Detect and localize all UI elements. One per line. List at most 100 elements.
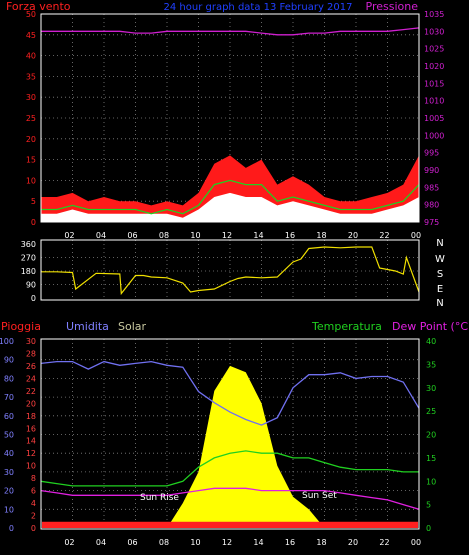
pressure-axis-label: Pressione (366, 0, 419, 13)
series-temperatura (40, 450, 419, 487)
weather-x-tick-label: 10 (190, 538, 200, 547)
humidity-tick-label: 60 (4, 412, 14, 421)
compass-label: N (436, 298, 443, 309)
wind-tick-label: 0 (31, 218, 36, 227)
rain-tick-label: 12 (26, 449, 36, 458)
temperature-tick-label: 15 (426, 454, 436, 463)
temperature-tick-label: 0 (426, 524, 431, 533)
humidity-tick-label: 0 (9, 524, 14, 533)
humidity-tick-label: 10 (4, 505, 14, 514)
wind-x-tick-label: 14 (253, 231, 263, 240)
pressure-tick-label: 995 (424, 149, 439, 158)
temperature-tick-label: 30 (426, 384, 436, 393)
temperature-tick-label: 40 (426, 337, 436, 346)
compass-label: N (436, 238, 443, 249)
wind-tick-label: 5 (31, 197, 36, 206)
series-solar (41, 365, 419, 528)
wind-tick-label: 40 (26, 52, 36, 61)
rain-tick-label: 2 (31, 512, 36, 521)
direction-tick-label: 270 (21, 254, 36, 263)
weather-x-tick-label: 02 (64, 538, 74, 547)
series-average (41, 192, 419, 222)
pressure-tick-label: 1010 (424, 97, 444, 106)
wind-x-tick-label: 08 (159, 231, 169, 240)
sun-set-annotation: Sun Set (302, 491, 337, 501)
direction-panel-frame (40, 239, 420, 301)
legend-umidita: Umidita (66, 320, 109, 333)
wind-x-tick-label: 00 (411, 231, 421, 240)
pressure-tick-label: 1025 (424, 45, 444, 54)
compass-label: S (437, 269, 443, 280)
wind-x-tick-label: 16 (285, 231, 295, 240)
weather-panel-frame (40, 338, 420, 530)
humidity-tick-label: 90 (4, 356, 14, 365)
direction-tick-label: 360 (21, 240, 36, 249)
wind-x-tick-label: 22 (379, 231, 389, 240)
pressure-tick-label: 980 (424, 201, 439, 210)
series-umidita (40, 360, 420, 426)
rain-tick-label: 20 (26, 399, 36, 408)
wind-x-tick-label: 20 (348, 231, 358, 240)
series-pressure (41, 27, 420, 36)
direction-tick-label: 0 (31, 294, 36, 303)
wind-tick-label: 35 (26, 72, 36, 81)
pressure-tick-label: 1020 (424, 62, 444, 71)
pressure-tick-label: 1035 (424, 10, 444, 19)
humidity-tick-label: 40 (4, 449, 14, 458)
temperature-tick-label: 10 (426, 477, 436, 486)
direction-tick-label: 180 (21, 267, 36, 276)
direction-tick-label: 90 (26, 281, 36, 290)
wind-panel-grid (41, 14, 419, 222)
rain-tick-label: 28 (26, 349, 36, 358)
weather-x-tick-label: 12 (222, 538, 232, 547)
series-mean (41, 179, 420, 215)
rain-tick-label: 22 (26, 387, 36, 396)
compass-label: E (437, 284, 443, 295)
humidity-tick-label: 50 (4, 431, 14, 440)
humidity-tick-label: 70 (4, 393, 14, 402)
temperature-tick-label: 25 (426, 407, 436, 416)
compass-label: W (435, 254, 445, 265)
wind-x-tick-label: 04 (96, 231, 106, 240)
rain-tick-label: 24 (26, 374, 36, 383)
weather-x-tick-label: 16 (285, 538, 295, 547)
wind-panel-frame (40, 13, 420, 223)
rain-tick-label: 30 (26, 337, 36, 346)
pressure-tick-label: 990 (424, 166, 439, 175)
rain-tick-label: 6 (31, 487, 36, 496)
humidity-tick-label: 20 (4, 487, 14, 496)
series-dew-point (40, 487, 420, 510)
wind-x-tick-label: 02 (64, 231, 74, 240)
wind-x-tick-label: 06 (127, 231, 137, 240)
weather-x-tick-label: 08 (159, 538, 169, 547)
weather-panel-series (40, 360, 420, 528)
legend-solar: Solar (118, 320, 147, 333)
series-pioggia (42, 521, 418, 528)
pressure-tick-label: 1015 (424, 79, 444, 88)
sun-rise-annotation: Sun Rise (140, 493, 179, 503)
weather-x-tick-label: 22 (379, 538, 389, 547)
wind-x-tick-label: 18 (316, 231, 326, 240)
wind-tick-label: 15 (26, 156, 36, 165)
weather-x-tick-label: 14 (253, 538, 263, 547)
series-direction (41, 246, 420, 296)
pressure-tick-label: 985 (424, 183, 439, 192)
legend-pioggia: Pioggia (1, 320, 41, 333)
weather-x-tick-label: 06 (127, 538, 137, 547)
wind-tick-label: 25 (26, 114, 36, 123)
wind-tick-label: 10 (26, 176, 36, 185)
humidity-tick-label: 100 (0, 337, 14, 346)
legend-temperatura: Temperatura (311, 320, 382, 333)
rain-tick-label: 4 (31, 499, 36, 508)
weather-x-tick-label: 18 (316, 538, 326, 547)
wind-x-tick-label: 12 (222, 231, 232, 240)
humidity-tick-label: 80 (4, 374, 14, 383)
wind-x-tick-label: 10 (190, 231, 200, 240)
graph-title: 24 hour graph data 13 February 2017 (164, 2, 353, 13)
direction-panel-grid (41, 240, 419, 300)
weather-x-tick-label: 00 (411, 538, 421, 547)
rain-tick-label: 26 (26, 362, 36, 371)
rain-tick-label: 14 (26, 437, 36, 446)
